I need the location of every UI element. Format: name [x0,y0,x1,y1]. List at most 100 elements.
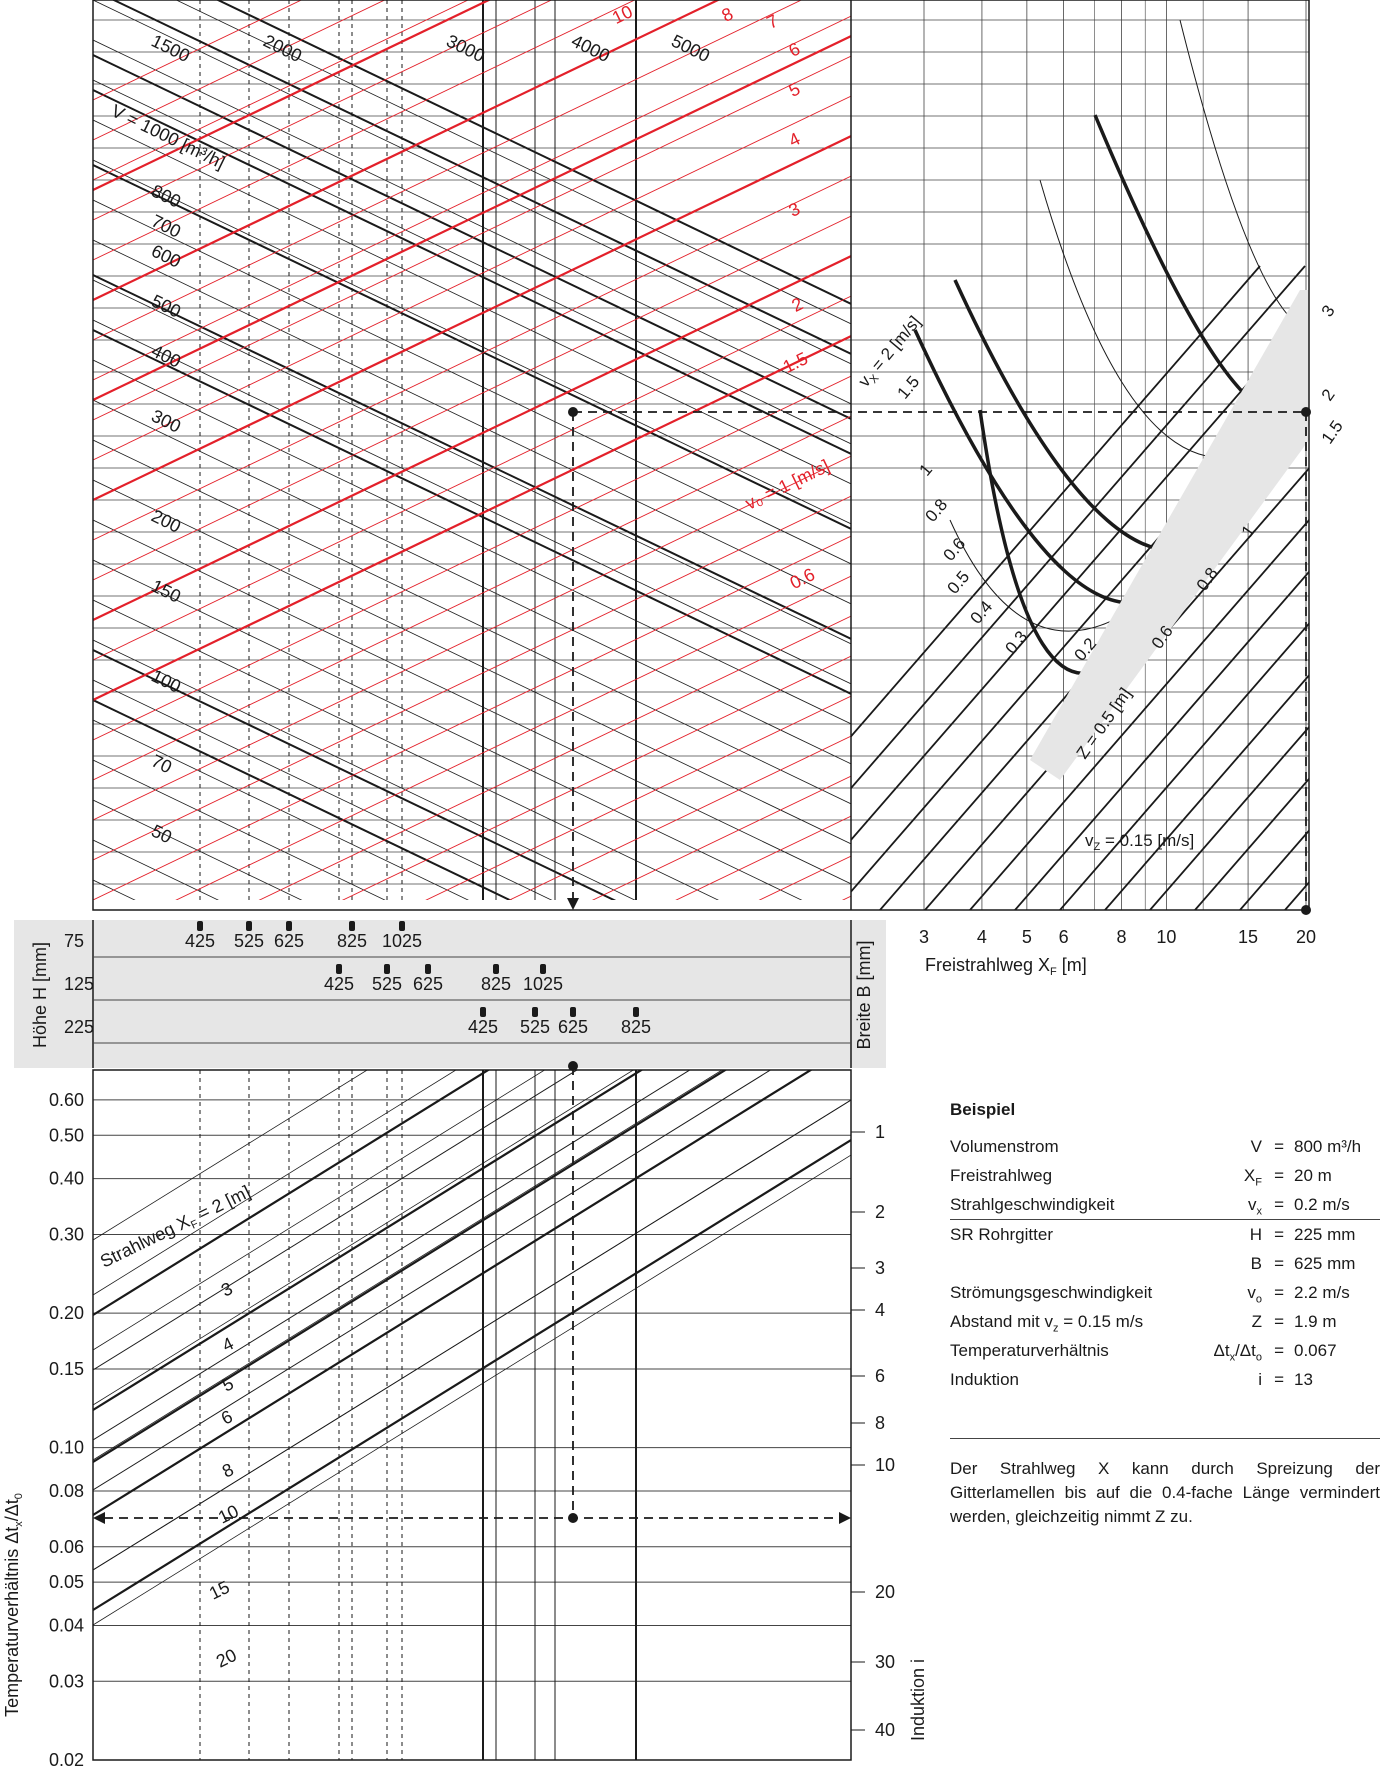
velocity-diagonal [1375,266,1391,910]
velocity-line-thin [93,375,851,741]
subscript: x [13,1521,25,1527]
example-equals: = [1274,1195,1284,1214]
throw-distance-line-thin [93,1070,723,1461]
example-value: 800 m³/h [1294,1137,1362,1156]
induction-tick-label: 2 [875,1202,885,1222]
example-label: Strahlgeschwindigkeit [950,1195,1115,1214]
volume-flow-line-thin [93,479,851,845]
example-value: 0.2 m/s [1294,1195,1350,1214]
z-label: 3 [1318,302,1339,321]
example-equals: = [1274,1225,1284,1244]
y-tick-label: 0.03 [49,1671,84,1691]
velocity-line [93,35,851,401]
velocity-line-thin [93,0,803,341]
text-part: /Δt [2,1499,22,1521]
velocity-diagonal [851,265,1261,738]
induction-tick-label: 4 [875,1300,885,1320]
velocity-line-thin [93,535,851,900]
series-label: Strahlweg XF = 2 [m] [97,1182,255,1275]
vx-value-label: 1 [916,460,937,479]
width-value: 425 [468,1017,498,1037]
example-equals: = [1274,1254,1284,1273]
example-symbol: Z [1251,1312,1262,1331]
volume-flow-line-thin [93,239,851,605]
width-marker [570,1007,576,1017]
bottom-frame [92,1069,852,1761]
velocity-diagonal [851,265,1306,790]
width-value: 1025 [523,974,563,994]
volume-flow-line [93,274,851,640]
width-marker [246,921,252,931]
x-tick-label: 20 [1296,927,1316,947]
velocity-line-thin [93,0,470,181]
y-tick-label: 0.02 [49,1750,84,1766]
velocity-line-thin [258,615,851,900]
x-tick-label: 10 [1156,927,1176,947]
width-value: 525 [234,931,264,951]
throw-distance-line [93,1070,691,1441]
x-tick-label: 4 [977,927,987,947]
text-part: Temperaturverhältnis Δt [2,1527,22,1717]
velocity-label: 5 [785,78,803,100]
series-label: 20 [213,1645,240,1672]
example-row: Freistrahlweg XF = 20 m [950,1161,1380,1190]
arrowhead-down [567,898,579,910]
velocity-label: 8 [718,3,736,25]
example-value: 225 mm [1294,1225,1356,1244]
volume-flow-line [93,699,512,900]
induction-tick-label: 8 [875,1413,885,1433]
y-tick-label: 0.20 [49,1303,84,1323]
y-tick-label: 0.40 [49,1169,84,1189]
series-label: 3 [218,1278,236,1300]
text-part: = 2 [m] [190,1182,253,1227]
throw-distance-line [93,1070,772,1491]
grille-size-band [14,920,886,1068]
width-marker [349,921,355,931]
height-axis-label: Höhe H [mm] [30,942,50,1048]
width-marker [633,1007,639,1017]
volume-flow-line [93,54,851,420]
example-value: 2.2 m/s [1294,1283,1350,1302]
x-axis-label: Freistrahlweg XF [m] [925,955,1087,978]
velocity-line-thin [591,775,851,900]
velocity-label: v₀ = 1 [m/s] [742,456,833,514]
series-label: 5 [219,1373,237,1395]
volume-flow-label: 600 [148,241,184,272]
series-label: 15 [206,1577,233,1604]
velocity-label: 1.5 [780,348,811,377]
example-title: Beispiel [950,1100,1016,1119]
volume-velocity-panel [93,0,851,900]
y-tick-label: 0.04 [49,1615,84,1635]
velocity-line-thin [93,495,851,861]
width-marker [399,921,405,931]
example-equals: = [1274,1341,1284,1360]
volume-flow-line-thin [93,279,851,645]
volume-flow-line-thin [93,719,469,900]
velocity-label: 7 [763,10,781,32]
example-divider [950,1219,1380,1220]
x-tick-label: 8 [1116,927,1126,947]
velocity-line-thin [93,415,851,781]
throw-distance-line [93,1070,644,1411]
example-value: 0.067 [1294,1341,1337,1360]
volume-flow-line-thin [93,599,719,900]
velocity-line [93,0,492,191]
volume-flow-label: 300 [148,406,184,437]
example-box: Beispiel Volumenstrom V = 800 m³/h Freistrah… [950,1100,1380,1529]
example-label: Induktion [950,1370,1019,1389]
volume-flow-line [111,0,851,355]
series-label: 8 [219,1459,237,1481]
example-row: Strömungsgeschwindigkeit vo = 2.2 m/s [950,1278,1380,1307]
width-value: 825 [481,974,511,994]
velocity-line-thin [93,55,851,421]
volume-flow-line [93,329,851,695]
width-value: 425 [185,931,215,951]
volume-flow-line-thin [93,319,851,685]
velocity-line-thin [93,295,851,661]
width-marker [336,964,342,974]
width-marker [540,964,546,974]
volume-flow-line-thin [93,759,386,900]
y-tick-label: 0.60 [49,1090,84,1110]
example-value: 20 m [1294,1166,1332,1185]
